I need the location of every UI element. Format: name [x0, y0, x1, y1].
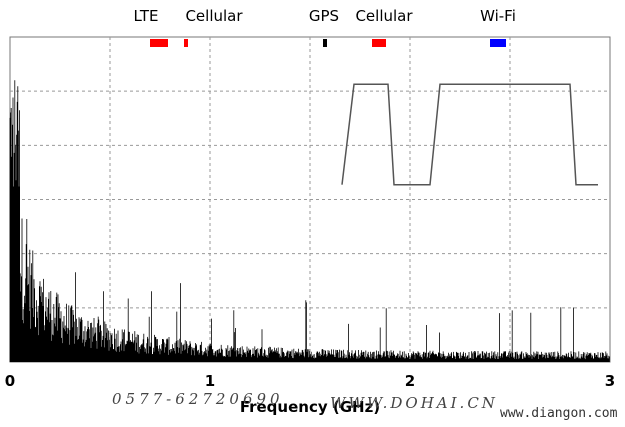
- watermark-dohai: WWW.DOHAI.CN: [330, 394, 498, 412]
- watermark-phone: 0577-62720690: [112, 390, 284, 408]
- grid: [9, 36, 611, 363]
- frequency-bands: [150, 39, 506, 47]
- band-label: Cellular: [355, 7, 413, 25]
- band-labels: LTE Cellular GPS Cellular Wi-Fi: [134, 7, 516, 25]
- x-tick-label: 3: [605, 372, 615, 390]
- band-marker: [372, 39, 386, 47]
- band-label: GPS: [309, 7, 339, 25]
- x-tick-label: 1: [205, 372, 215, 390]
- x-tick-label: 0: [5, 372, 15, 390]
- band-label: Cellular: [185, 7, 243, 25]
- x-tick-label: 2: [405, 372, 415, 390]
- watermark-diangon: www.diangon.com: [500, 406, 618, 421]
- noise-spectrum: [9, 80, 610, 362]
- x-tick-labels: 0 1 2 3: [5, 372, 615, 390]
- band-marker: [184, 39, 188, 47]
- band-label: Wi-Fi: [480, 7, 516, 25]
- band-marker: [323, 39, 327, 47]
- filter-response-line: [341, 83, 598, 186]
- spectrum-trace: [9, 80, 610, 362]
- filter-response: [341, 83, 598, 186]
- band-marker: [490, 39, 506, 47]
- band-marker: [150, 39, 168, 47]
- band-label: LTE: [134, 7, 159, 25]
- x-axis-title: Frequency (GHz): [240, 398, 380, 416]
